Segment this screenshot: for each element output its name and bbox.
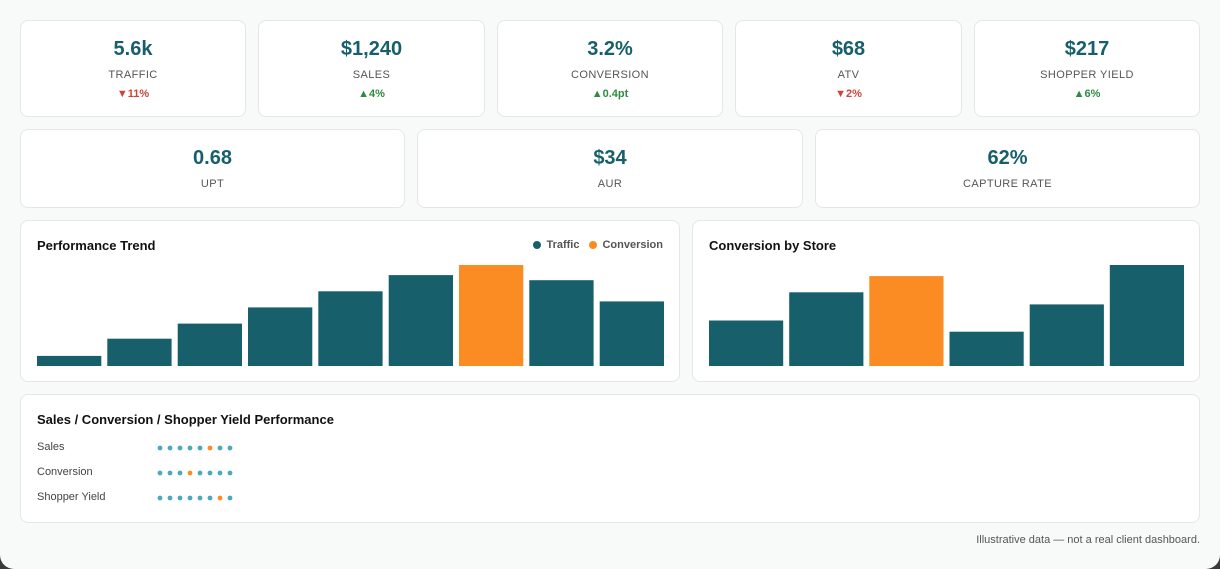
- conversion-dot-strip: [157, 470, 233, 476]
- bar-6: [388, 275, 453, 366]
- legend-dot-teal: [533, 241, 542, 249]
- bar-7: [459, 265, 524, 366]
- legend-label: Conversion: [602, 239, 663, 251]
- bar-5: [318, 291, 383, 366]
- dot-8: [227, 495, 233, 501]
- kpi-value: $217: [1064, 38, 1110, 60]
- kpi-label: CAPTURE RATE: [963, 178, 1052, 190]
- legend-label: Traffic: [546, 239, 580, 251]
- chart-legend: Traffic Conversion: [533, 239, 663, 251]
- dot-2: [167, 470, 173, 476]
- kpi-value: 0.68: [193, 147, 232, 169]
- legend-item-conversion: Conversion: [589, 239, 663, 251]
- row-label-shopper-yield: Shopper Yield: [37, 491, 106, 503]
- bar-3: [177, 323, 242, 366]
- bar-2: [789, 292, 864, 366]
- kpi-delta: ▲4%: [358, 88, 385, 100]
- dot-4: [187, 470, 193, 476]
- chart-title: Performance Trend: [37, 238, 156, 253]
- row-label-sales: Sales: [37, 441, 65, 453]
- row-label-conversion: Conversion: [37, 466, 93, 478]
- dot-6: [207, 445, 213, 451]
- kpi-label: SALES: [352, 69, 391, 81]
- kpi-card-sales: $1,240 SALES ▲4%: [258, 20, 485, 117]
- kpi-value: $68: [831, 38, 866, 60]
- dot-1: [157, 445, 163, 451]
- dot-2: [167, 445, 173, 451]
- kpi-card-shopper-yield: $217 SHOPPER YIELD ▲6%: [974, 20, 1200, 117]
- dot-3: [177, 495, 183, 501]
- kpi-label: TRAFFIC: [108, 69, 158, 81]
- dot-1: [157, 470, 163, 476]
- bar-4: [949, 331, 1024, 366]
- bar-8: [529, 280, 594, 366]
- kpi-value: 5.6k: [113, 38, 153, 60]
- legend-dot-orange: [589, 241, 598, 249]
- dot-5: [197, 445, 203, 451]
- kpi-delta: ▼11%: [116, 88, 150, 100]
- bar-9: [599, 301, 664, 366]
- dot-3: [177, 445, 183, 451]
- footnote: Illustrative data — not a real client da…: [976, 534, 1200, 546]
- dot-3: [177, 470, 183, 476]
- bar-2: [107, 338, 172, 366]
- dot-7: [217, 495, 223, 501]
- performance-trend-chart: [37, 265, 664, 366]
- kpi-delta: ▼2%: [835, 88, 862, 100]
- dot-8: [227, 470, 233, 476]
- kpi-card-aur: $34 AUR: [417, 129, 803, 208]
- dot-7: [217, 445, 223, 451]
- kpi-label: UPT: [200, 178, 225, 190]
- dot-2: [167, 495, 173, 501]
- conversion-by-store-chart: [709, 265, 1184, 366]
- kpi-label: SHOPPER YIELD: [1040, 69, 1134, 81]
- shopper-yield-dot-strip: [157, 495, 233, 501]
- kpi-value: $34: [593, 147, 627, 169]
- kpi-card-traffic: 5.6k TRAFFIC ▼11%: [20, 20, 246, 117]
- kpi-card-atv: $68 ATV ▼2%: [735, 20, 962, 117]
- bar-5: [1029, 304, 1104, 366]
- dot-6: [207, 495, 213, 501]
- kpi-label: ATV: [837, 69, 860, 81]
- dot-4: [187, 495, 193, 501]
- kpi-card-capture-rate: 62% CAPTURE RATE: [815, 129, 1200, 208]
- dot-4: [187, 445, 193, 451]
- kpi-value: 62%: [987, 147, 1028, 169]
- kpi-card-upt: 0.68 UPT: [20, 129, 405, 208]
- dot-5: [197, 495, 203, 501]
- bar-3: [869, 276, 944, 366]
- kpi-delta: ▲6%: [1073, 88, 1101, 100]
- kpi-label: AUR: [597, 178, 623, 190]
- conversion-by-store-card: Conversion by Store: [692, 220, 1200, 382]
- dot-8: [227, 445, 233, 451]
- dot-1: [157, 495, 163, 501]
- kpi-value: 3.2%: [587, 38, 633, 60]
- kpi-delta: ▲0.4pt: [591, 88, 629, 100]
- performance-trend-card: Performance Trend Traffic Conversion: [20, 220, 680, 382]
- bar-4: [248, 307, 313, 366]
- chart-title: Conversion by Store: [709, 238, 837, 253]
- dot-5: [197, 470, 203, 476]
- performance-dots-card: Sales / Conversion / Shopper Yield Perfo…: [20, 394, 1200, 523]
- dot-7: [217, 470, 223, 476]
- panel-title: Sales / Conversion / Shopper Yield Perfo…: [37, 412, 334, 427]
- kpi-label: CONVERSION: [571, 69, 649, 81]
- bar-6: [1109, 265, 1184, 366]
- kpi-card-conversion: 3.2% CONVERSION ▲0.4pt: [497, 20, 723, 117]
- bar-1: [709, 320, 784, 366]
- kpi-value: $1,240: [340, 38, 403, 60]
- legend-item-traffic: Traffic: [533, 239, 579, 251]
- sales-dot-strip: [157, 445, 233, 451]
- bar-1: [37, 355, 102, 366]
- dot-6: [207, 470, 213, 476]
